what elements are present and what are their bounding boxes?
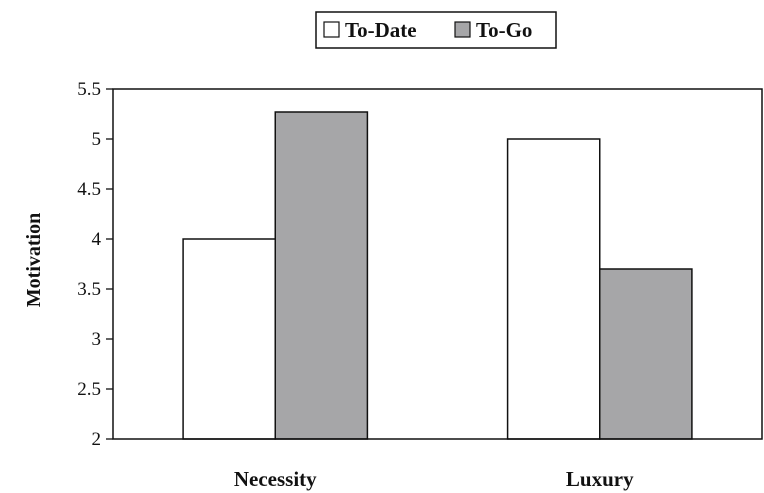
y-tick-label: 3.5 (77, 279, 101, 300)
x-category-label: Necessity (234, 467, 317, 491)
y-tick-label: 3 (92, 329, 102, 350)
bar-luxury-to-go (599, 268, 693, 440)
bar-necessity-to-date (182, 238, 276, 440)
y-tick-label: 5.5 (77, 79, 101, 100)
y-tick-label: 2.5 (77, 379, 101, 400)
bars (182, 111, 693, 440)
legend: To-Date To-Go (315, 11, 557, 49)
plot-area-frame (112, 88, 763, 440)
y-axis-ticks: 2 2.5 3 3.5 4 4.5 5 5.5 (77, 79, 113, 450)
y-tick-label: 5 (92, 129, 102, 150)
legend-swatch-to-date (323, 21, 340, 38)
bar-luxury-to-date (506, 138, 601, 440)
bar-necessity-to-go (274, 111, 369, 440)
legend-frame (315, 11, 557, 49)
legend-label-to-go: To-Go (476, 18, 532, 42)
x-category-label: Luxury (566, 467, 634, 491)
y-axis-title: Motivation (23, 213, 45, 307)
legend-label-to-date: To-Date (345, 18, 417, 42)
y-tick-label: 4 (92, 229, 102, 250)
y-tick-label: 2 (92, 429, 102, 450)
y-tick-label: 4.5 (77, 179, 101, 200)
x-axis-labels: Necessity Luxury (234, 467, 634, 491)
legend-swatch-to-go (454, 21, 471, 38)
